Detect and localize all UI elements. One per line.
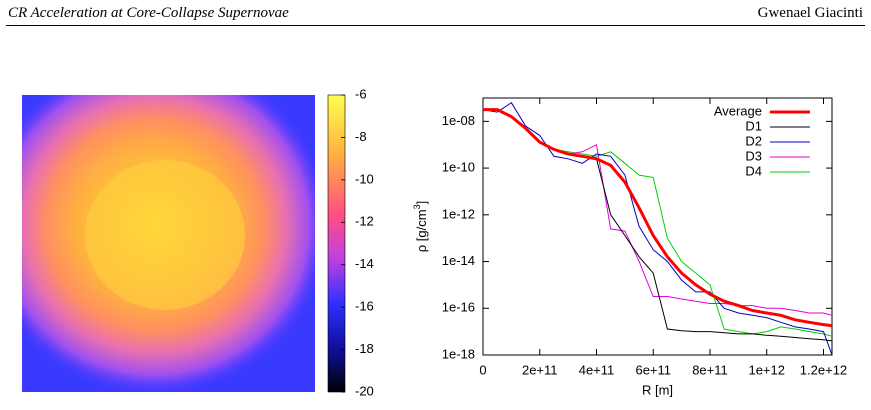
y-axis-label-text: ρ [g/cm [414,209,429,252]
colorbar-tick-label: -10 [355,171,374,186]
x-tick-label: 1e+12 [748,362,785,377]
x-axis-label: R [m] [642,382,673,397]
series-line [483,109,832,337]
colorbar-tick-label: -20 [355,383,374,398]
y-axis-label-sup: 3 [412,204,422,209]
header-rule [6,25,865,26]
colorbar-tick-label: -8 [355,129,367,144]
y-tick-label: 1e-14 [442,253,475,268]
x-tick-label: 8e+11 [692,362,728,377]
legend-label: D1 [745,118,762,133]
legend-label: Average [714,103,762,118]
legend-label: D3 [745,148,762,163]
plot-frame [482,97,833,356]
y-tick-label: 1e-18 [442,346,475,361]
density-map [22,95,315,392]
running-title: CR Acceleration at Core-Collapse Superno… [8,5,289,21]
colorbar [327,94,346,393]
series-line [483,108,832,328]
y-tick-label: 1e-12 [442,206,475,221]
colorbar-tick-label: -12 [355,214,374,229]
running-author: Gwenael Giacinti [757,5,863,21]
y-tick-label: 1e-08 [442,113,475,128]
x-tick-label: 1.2e+12 [800,362,847,377]
colorbar-tick-label: -6 [355,86,367,101]
series-line [483,109,832,316]
legend-label: D4 [745,163,762,178]
x-tick-label: 2e+11 [522,362,558,377]
series-line [483,109,832,342]
x-tick-label: 0 [479,362,486,377]
series-line [483,101,832,355]
x-tick-label: 4e+11 [579,362,615,377]
x-tick-label: 6e+11 [635,362,671,377]
colorbar-tick-label: -18 [355,341,374,356]
y-axis-label-end: ] [414,201,429,205]
y-tick-label: 1e-16 [442,300,475,315]
y-axis-label: ρ [g/cm3] [412,201,429,252]
colorbar-tick-label: -14 [355,256,374,271]
colorbar-tick-label: -16 [355,299,374,314]
y-tick-label: 1e-10 [442,160,475,175]
legend-label: D2 [745,133,762,148]
